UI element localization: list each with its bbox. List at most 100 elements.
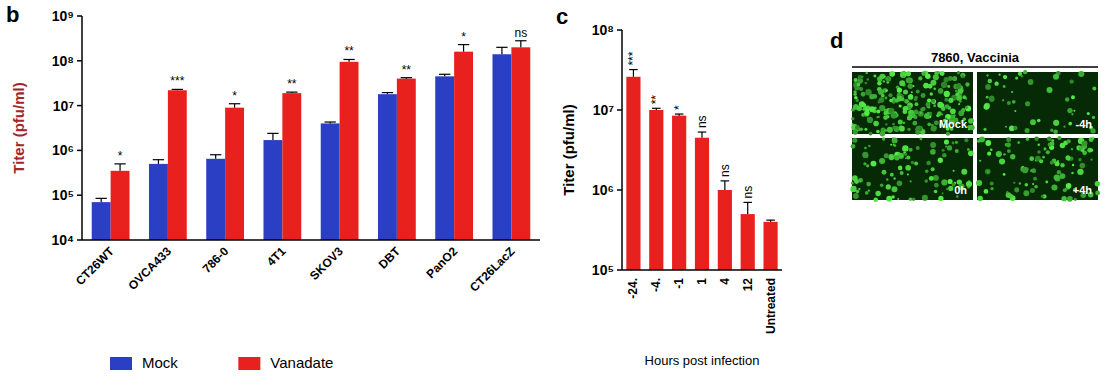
cell <box>999 158 1005 164</box>
cell <box>902 121 905 124</box>
cell <box>950 108 956 114</box>
error-bar <box>286 92 297 94</box>
cell <box>878 89 884 95</box>
cell <box>1071 172 1074 175</box>
cell <box>909 148 913 152</box>
cell <box>888 93 892 97</box>
cell <box>1095 181 1100 186</box>
cell <box>1031 168 1036 173</box>
cell <box>968 150 974 156</box>
x-axis <box>622 269 782 271</box>
significance: * <box>232 89 237 103</box>
bar <box>672 116 686 270</box>
cell <box>858 75 863 80</box>
cell <box>1057 136 1061 140</box>
x-tick-label: SKOV3 <box>307 244 346 283</box>
significance: ** <box>402 63 412 77</box>
cell <box>882 170 886 174</box>
cell <box>885 123 887 125</box>
cell <box>876 109 880 113</box>
cell <box>902 145 908 151</box>
significance: ns <box>695 115 709 128</box>
y-tick <box>617 189 622 191</box>
cell <box>1067 196 1073 202</box>
x-tick-label: -1 <box>672 278 686 289</box>
cell <box>863 162 866 165</box>
cell <box>1092 87 1096 91</box>
image-ground <box>852 72 973 134</box>
y-tick <box>617 269 622 271</box>
error-cap <box>766 220 775 221</box>
cell <box>865 191 869 195</box>
significance: ns <box>514 26 527 40</box>
bar <box>168 90 187 240</box>
y-tick <box>617 29 622 31</box>
error-cap <box>382 92 393 93</box>
bar <box>718 190 732 270</box>
cell <box>1018 72 1022 76</box>
cell <box>907 128 910 131</box>
error-cap <box>721 180 730 181</box>
cell <box>893 144 896 147</box>
cell <box>1033 177 1037 181</box>
panel-letter: d <box>830 28 843 53</box>
cell <box>906 156 910 160</box>
cell <box>968 118 973 123</box>
x-tick-label: -24. <box>626 278 640 299</box>
y-tick-label: 10⁶ <box>592 182 614 198</box>
cell <box>983 104 989 110</box>
cell <box>1074 198 1077 201</box>
cell <box>1071 113 1073 115</box>
cell <box>925 73 931 79</box>
cell <box>955 149 959 153</box>
cell <box>921 107 925 111</box>
cell <box>1089 137 1094 142</box>
cell <box>865 72 867 74</box>
plot-area <box>626 70 777 270</box>
error-line <box>501 47 502 54</box>
cell <box>900 72 906 78</box>
cell <box>931 125 937 131</box>
cell <box>990 148 993 151</box>
cell <box>952 77 956 81</box>
x-axis <box>82 239 540 241</box>
cell <box>866 106 869 109</box>
cell <box>1010 154 1015 159</box>
error-cap <box>210 154 221 155</box>
cell <box>1060 143 1065 148</box>
cell <box>916 126 921 131</box>
cell <box>1007 149 1011 153</box>
cell <box>1028 79 1034 85</box>
cell <box>962 95 966 99</box>
x-tick-label: 786-0 <box>200 244 232 276</box>
cell <box>987 152 991 156</box>
x-tick-label: PanO2 <box>423 244 460 281</box>
cell <box>1025 101 1030 106</box>
cell <box>864 147 867 150</box>
cell <box>920 112 922 114</box>
cell <box>1054 175 1060 181</box>
cell <box>1003 75 1007 79</box>
cell <box>851 182 854 185</box>
error-cap <box>114 163 125 164</box>
error-line <box>158 160 159 164</box>
image-ground <box>977 138 1098 200</box>
cell <box>931 167 935 171</box>
cell <box>942 192 944 194</box>
significance: * <box>461 30 466 44</box>
cell <box>1060 163 1064 167</box>
y-tick-label: 10⁸ <box>52 53 74 69</box>
cell <box>924 179 928 183</box>
cell <box>903 89 908 94</box>
y-tick <box>77 150 82 152</box>
significance: ** <box>649 95 663 105</box>
significance: ** <box>344 44 354 58</box>
error-bar <box>766 220 775 222</box>
error-line <box>520 41 521 48</box>
image-label: Mock <box>939 118 968 130</box>
cell <box>869 132 873 136</box>
cell <box>1003 173 1006 176</box>
cell <box>882 170 887 175</box>
cell <box>889 99 893 103</box>
cell <box>998 74 1000 76</box>
